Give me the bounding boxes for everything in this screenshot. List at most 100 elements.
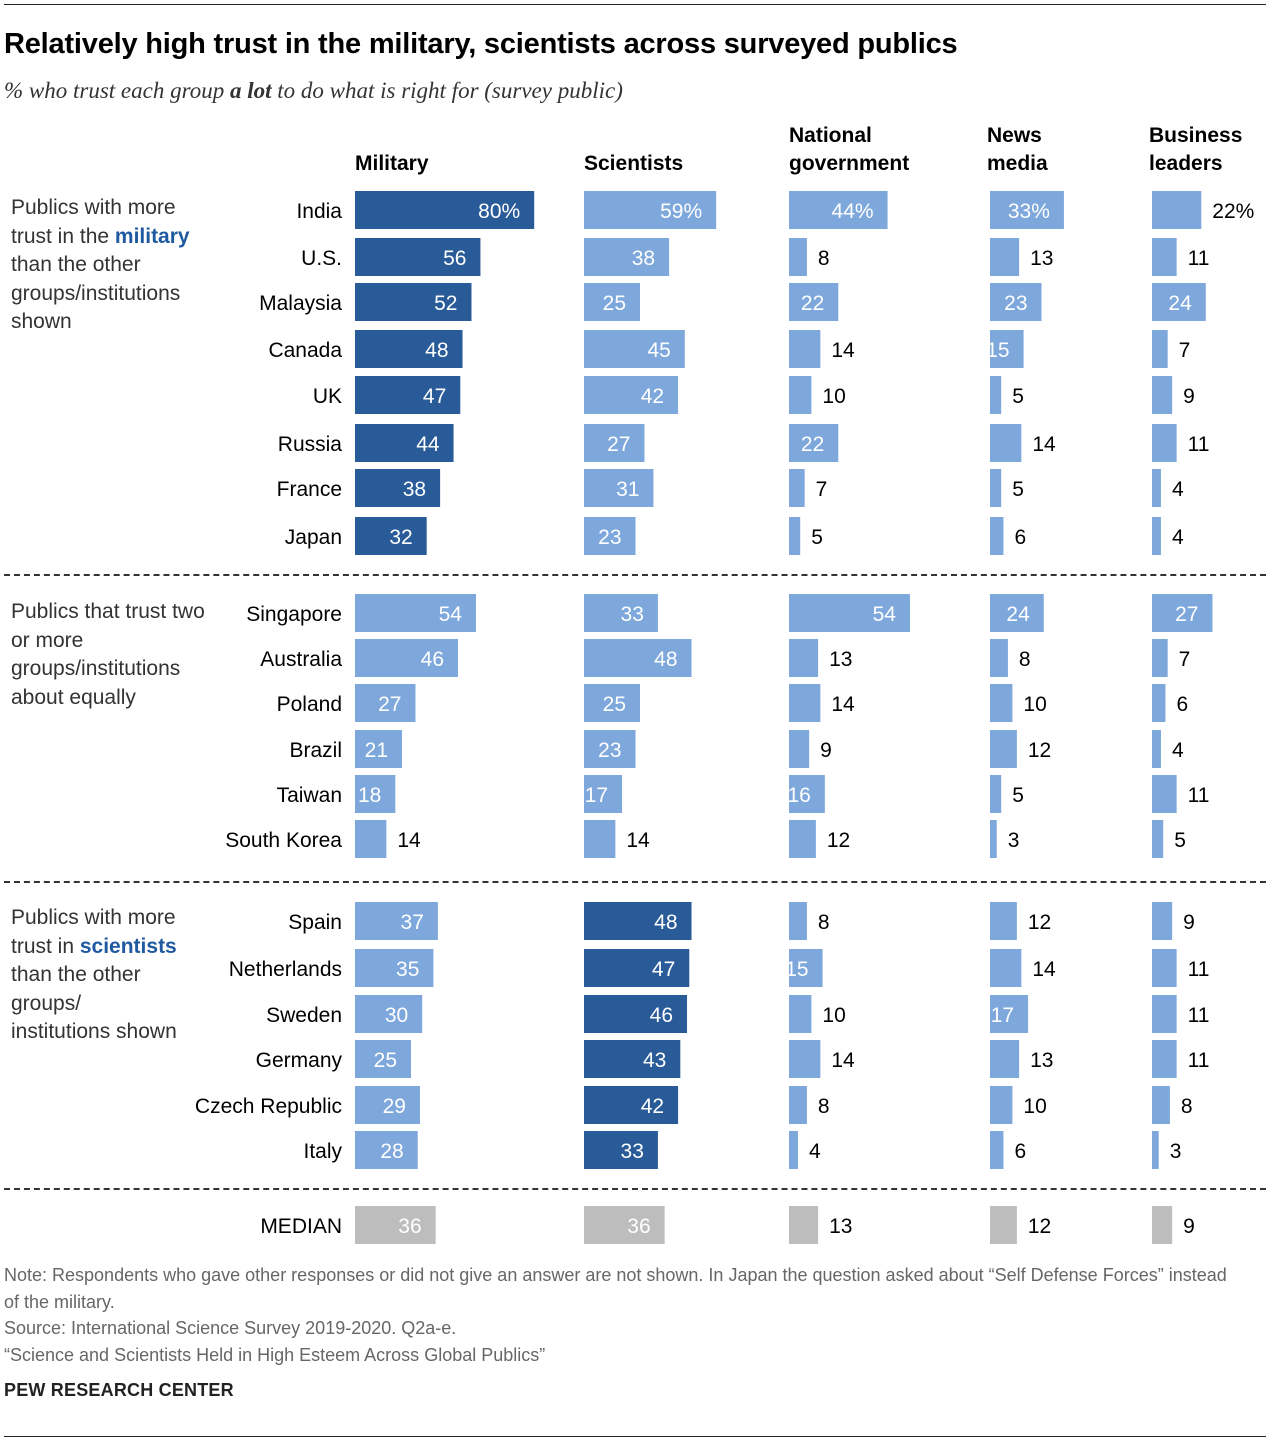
poland-military-bar (355, 684, 416, 722)
germany-national-government-value-label: 14 (831, 1049, 855, 1072)
bottom-rule (4, 1436, 1266, 1437)
italy-national-government-value-label: 4 (809, 1140, 821, 1163)
germany-military-bar (355, 1040, 411, 1078)
poland-national-government-bar (789, 684, 821, 722)
spain-national-government-bar (789, 902, 807, 940)
taiwan-national-government-value-label: 16 (787, 784, 810, 807)
poland-news-media-bar (990, 684, 1013, 722)
czech-republic-national-government-bar (789, 1086, 807, 1124)
russia-military-bar (355, 424, 454, 462)
sweden-military-value-label: 30 (385, 1004, 408, 1027)
france-national-government-bar (789, 469, 805, 507)
sweden-national-government-value-label: 10 (822, 1004, 845, 1027)
australia-national-government-bar (789, 639, 819, 677)
top-rule (4, 4, 1266, 5)
australia-scientists-bar (584, 639, 692, 677)
spain-military-bar (355, 902, 438, 940)
spain-news-media-value-label: 12 (1028, 911, 1051, 934)
taiwan-national-government-bar (789, 775, 825, 813)
france-military-value-label: 38 (403, 478, 426, 501)
country-label-sweden: Sweden (266, 1004, 342, 1027)
canada-business-leaders-bar (1152, 330, 1168, 368)
column-header-news-media: News media (987, 124, 1048, 175)
canada-news-media-value-label: 15 (986, 339, 1009, 362)
sweden-scientists-value-label: 46 (650, 1004, 673, 1027)
russia-national-government-bar (789, 424, 839, 462)
south-korea-military-bar (355, 820, 387, 858)
median-news-media-value-label: 12 (1028, 1215, 1051, 1238)
south-korea-national-government-bar (789, 820, 816, 858)
country-label-france: France (277, 478, 342, 501)
median-business-leaders-value-label: 9 (1183, 1215, 1195, 1238)
taiwan-military-value-label: 18 (358, 784, 381, 807)
south-korea-scientists-bar (584, 820, 616, 858)
canada-national-government-value-label: 14 (831, 339, 855, 362)
u-s-military-value-label: 56 (443, 247, 466, 270)
singapore-national-government-value-label: 54 (873, 603, 897, 626)
median-military-bar (355, 1206, 436, 1244)
india-news-media-bar (990, 191, 1064, 229)
russia-business-leaders-bar (1152, 424, 1177, 462)
malaysia-national-government-value-label: 22 (801, 292, 824, 315)
singapore-business-leaders-bar (1152, 594, 1213, 632)
south-korea-news-media-value-label: 3 (1008, 829, 1020, 852)
u-s-news-media-value-label: 13 (1030, 247, 1053, 270)
canada-military-value-label: 48 (425, 339, 448, 362)
country-label-australia: Australia (260, 648, 342, 671)
italy-business-leaders-value-label: 3 (1170, 1140, 1182, 1163)
germany-military-value-label: 25 (374, 1049, 397, 1072)
australia-scientists-value-label: 48 (654, 648, 677, 671)
country-label-taiwan: Taiwan (277, 784, 342, 807)
uk-business-leaders-bar (1152, 376, 1173, 414)
country-label-poland: Poland (277, 693, 342, 716)
u-s-business-leaders-bar (1152, 238, 1177, 276)
spain-national-government-value-label: 8 (818, 911, 830, 934)
india-military-value-label: 80% (478, 200, 520, 223)
japan-business-leaders-value-label: 4 (1172, 526, 1184, 549)
netherlands-scientists-value-label: 47 (652, 958, 675, 981)
singapore-scientists-value-label: 33 (621, 603, 644, 626)
canada-scientists-bar (584, 330, 685, 368)
malaysia-military-bar (355, 283, 472, 321)
russia-military-value-label: 44 (416, 433, 440, 456)
taiwan-scientists-bar (584, 775, 623, 813)
poland-business-leaders-value-label: 6 (1176, 693, 1188, 716)
japan-national-government-value-label: 5 (811, 526, 823, 549)
median-national-government-bar (789, 1206, 819, 1244)
spain-scientists-value-label: 48 (654, 911, 677, 934)
singapore-scientists-bar (584, 594, 658, 632)
netherlands-scientists-bar (584, 949, 690, 987)
median-divider (4, 1188, 1266, 1190)
country-label-germany: Germany (256, 1049, 343, 1072)
singapore-business-leaders-value-label: 27 (1175, 603, 1198, 626)
italy-military-value-label: 28 (380, 1140, 403, 1163)
australia-business-leaders-value-label: 7 (1179, 648, 1191, 671)
sweden-military-bar (355, 995, 423, 1033)
netherlands-business-leaders-value-label: 11 (1188, 958, 1210, 981)
country-label-singapore: Singapore (246, 603, 342, 626)
japan-scientists-value-label: 23 (598, 526, 621, 549)
russia-news-media-bar (990, 424, 1022, 462)
malaysia-military-value-label: 52 (434, 292, 457, 315)
germany-scientists-bar (584, 1040, 681, 1078)
poland-national-government-value-label: 14 (831, 693, 855, 716)
italy-national-government-bar (789, 1131, 798, 1169)
czech-republic-news-media-value-label: 10 (1023, 1095, 1046, 1118)
france-scientists-value-label: 31 (616, 478, 639, 501)
country-label-netherlands: Netherlands (229, 958, 342, 981)
germany-business-leaders-bar (1152, 1040, 1177, 1078)
france-business-leaders-value-label: 4 (1172, 478, 1184, 501)
poland-military-value-label: 27 (378, 693, 401, 716)
australia-national-government-value-label: 13 (829, 648, 852, 671)
brazil-military-bar (355, 730, 403, 768)
brazil-national-government-value-label: 9 (820, 739, 832, 762)
country-label-canada: Canada (268, 339, 342, 362)
uk-national-government-value-label: 10 (822, 385, 845, 408)
u-s-national-government-bar (789, 238, 807, 276)
u-s-military-bar (355, 238, 481, 276)
russia-scientists-bar (584, 424, 645, 462)
south-korea-news-media-bar (990, 820, 997, 858)
italy-scientists-value-label: 33 (621, 1140, 644, 1163)
india-military-bar (355, 191, 535, 229)
brazil-news-media-bar (990, 730, 1017, 768)
